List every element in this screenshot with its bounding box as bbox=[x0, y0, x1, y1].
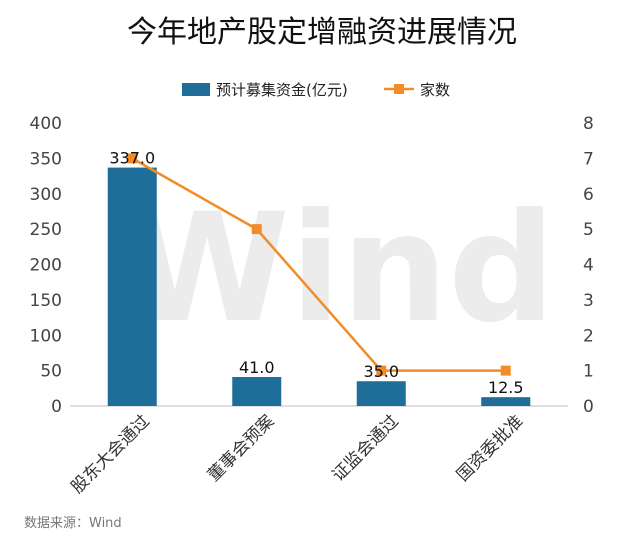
legend: 预计募集资金(亿元) 家数 bbox=[182, 81, 450, 99]
line-point bbox=[251, 224, 262, 235]
y-right-tick-label: 3 bbox=[583, 291, 594, 311]
bar-value-label: 41.0 bbox=[239, 358, 275, 377]
line-point bbox=[127, 153, 138, 164]
y-right-tick-label: 8 bbox=[583, 114, 594, 134]
legend-label-bar: 预计募集资金(亿元) bbox=[216, 81, 348, 99]
y-left-tick-label: 350 bbox=[30, 149, 62, 169]
y-left-tick-label: 50 bbox=[40, 362, 62, 382]
y-left-tick-label: 400 bbox=[30, 114, 62, 134]
legend-label-line: 家数 bbox=[420, 81, 450, 99]
y-left-tick-label: 150 bbox=[30, 291, 62, 311]
category-label: 董事会预案 bbox=[204, 411, 278, 485]
line-point bbox=[500, 365, 511, 376]
y-right-tick-label: 4 bbox=[583, 256, 594, 276]
y-right-tick-label: 0 bbox=[583, 397, 594, 417]
category-label: 证监会通过 bbox=[329, 411, 403, 485]
y-right-tick-label: 2 bbox=[583, 326, 594, 346]
y-right-tick-label: 6 bbox=[583, 185, 594, 205]
bar bbox=[107, 167, 157, 406]
bar bbox=[356, 381, 406, 406]
y-left-tick-label: 100 bbox=[30, 326, 62, 346]
bar-series bbox=[107, 167, 531, 406]
category-label: 国资委批准 bbox=[453, 411, 527, 485]
line-series bbox=[127, 153, 511, 376]
y-left-tick-label: 0 bbox=[51, 397, 62, 417]
bar bbox=[481, 397, 531, 406]
chart-title: 今年地产股定增融资进展情况 bbox=[127, 15, 517, 50]
y-left-tick-label: 200 bbox=[30, 256, 62, 276]
y-right-tick-label: 7 bbox=[583, 149, 594, 169]
line-point bbox=[376, 365, 387, 376]
y-left-tick-label: 300 bbox=[30, 185, 62, 205]
legend-swatch-bar bbox=[182, 83, 210, 96]
bar bbox=[232, 376, 282, 406]
bar-value-label: 337.0 bbox=[109, 149, 155, 168]
bar-value-label: 12.5 bbox=[488, 378, 524, 397]
line-path bbox=[131, 157, 506, 372]
y-right-tick-label: 5 bbox=[583, 220, 594, 240]
watermark: Wind bbox=[124, 182, 555, 356]
source-note: 数据来源：Wind bbox=[24, 516, 122, 531]
data-labels: 337.0 41.0 35.0 12.5 bbox=[109, 149, 523, 398]
bar-value-label: 35.0 bbox=[363, 362, 399, 381]
y-right-tick-label: 1 bbox=[583, 362, 594, 382]
category-label: 股东大会通过 bbox=[68, 411, 154, 497]
y-left-tick-label: 250 bbox=[30, 220, 62, 240]
legend-swatch-marker bbox=[394, 84, 404, 94]
